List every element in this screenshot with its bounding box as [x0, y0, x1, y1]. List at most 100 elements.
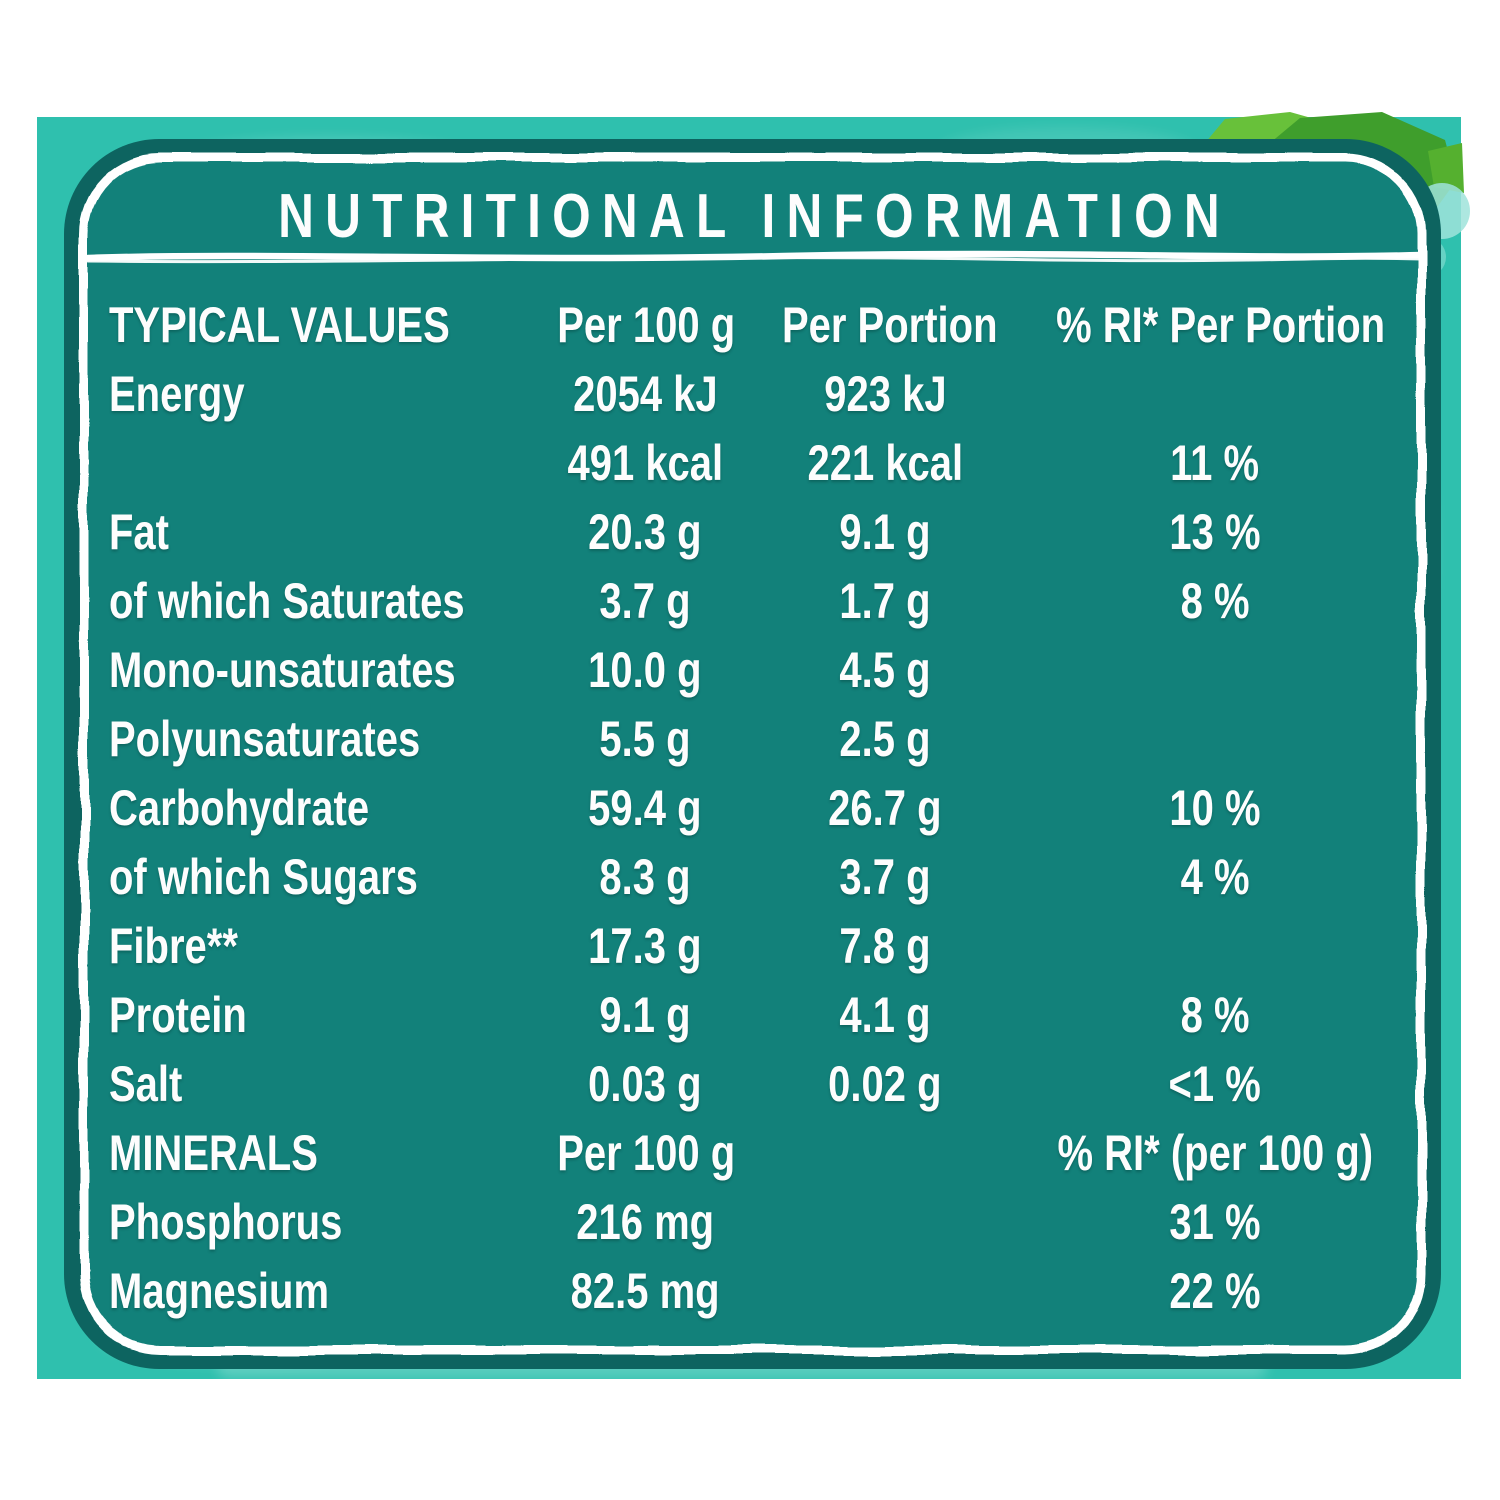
- value-per-100g-text: 2054 kJ: [572, 365, 718, 422]
- value-per-portion: 923 kJ: [755, 365, 1015, 423]
- row-label-text: of which Saturates: [109, 572, 465, 629]
- value-per-100g: 20.3 g: [535, 503, 755, 561]
- value-per-portion-text: 221 kcal: [807, 434, 963, 491]
- value-per-100g: 82.5 mg: [535, 1262, 755, 1320]
- row-label: Polyunsaturates: [95, 710, 535, 768]
- table-row: Phosphorus 216 mg 31 %: [95, 1187, 1415, 1256]
- table-row: Magnesium 82.5 mg 22 %: [95, 1256, 1415, 1325]
- row-label-text: Salt: [109, 1055, 183, 1112]
- value-per-100g-text: Per 100 g: [557, 1124, 736, 1181]
- value-per-100g: Per 100 g: [535, 1124, 755, 1182]
- nutrition-table: TYPICAL VALUES Per 100 g Per Portion % RI* …: [95, 290, 1415, 1325]
- value-per-100g-text: 3.7 g: [599, 572, 691, 629]
- value-ri-per-portion: % RI* (per 100 g): [1015, 1124, 1415, 1182]
- value-ri-per-portion: 22 %: [1015, 1262, 1415, 1320]
- row-label-text: MINERALS: [109, 1124, 318, 1181]
- value-per-portion-text: 9.1 g: [839, 503, 931, 560]
- value-ri-per-portion-text: 10 %: [1169, 779, 1261, 836]
- value-per-portion: 0.02 g: [755, 1055, 1015, 1113]
- value-per-portion-text: 4.5 g: [839, 641, 931, 698]
- row-label: [95, 434, 535, 492]
- value-ri-per-portion: <1 %: [1015, 1055, 1415, 1113]
- value-per-portion-text: 2.5 g: [839, 710, 931, 767]
- value-ri-per-portion-text: 22 %: [1169, 1262, 1261, 1319]
- row-label: Fibre**: [95, 917, 535, 975]
- table-row: Fibre** 17.3 g 7.8 g: [95, 911, 1415, 980]
- row-label-text: Phosphorus: [109, 1193, 343, 1250]
- value-per-100g-text: 59.4 g: [588, 779, 702, 836]
- table-row: of which Sugars 8.3 g 3.7 g 4 %: [95, 842, 1415, 911]
- value-ri-per-portion-text: <1 %: [1168, 1055, 1262, 1112]
- value-per-100g: 59.4 g: [535, 779, 755, 837]
- value-per-100g-text: 82.5 mg: [570, 1262, 720, 1319]
- value-per-100g: 8.3 g: [535, 848, 755, 906]
- value-per-100g: 216 mg: [535, 1193, 755, 1251]
- row-label: Mono-unsaturates: [95, 641, 535, 699]
- table-row: 491 kcal 221 kcal 11 %: [95, 428, 1415, 497]
- value-per-portion: 221 kcal: [755, 434, 1015, 492]
- value-per-portion: 4.1 g: [755, 986, 1015, 1044]
- value-per-100g: Per 100 g: [535, 296, 755, 354]
- value-ri-per-portion-text: 31 %: [1169, 1193, 1261, 1250]
- value-per-100g: 491 kcal: [535, 434, 755, 492]
- row-label-text: Energy: [109, 365, 245, 422]
- value-per-100g-text: 20.3 g: [588, 503, 702, 560]
- row-label-text: Mono-unsaturates: [109, 641, 456, 698]
- value-ri-per-portion: 10 %: [1015, 779, 1415, 837]
- row-label: Protein: [95, 986, 535, 1044]
- value-ri-per-portion: 8 %: [1015, 572, 1415, 630]
- value-per-portion-text: 923 kJ: [823, 365, 947, 422]
- value-per-100g-text: 8.3 g: [599, 848, 691, 905]
- value-per-portion: 9.1 g: [755, 503, 1015, 561]
- value-per-portion: 1.7 g: [755, 572, 1015, 630]
- value-per-portion: 2.5 g: [755, 710, 1015, 768]
- value-per-100g-text: 491 kcal: [567, 434, 723, 491]
- value-ri-per-portion: 11 %: [1015, 434, 1415, 492]
- value-per-portion: [755, 1193, 1015, 1251]
- value-ri-per-portion: 4 %: [1015, 848, 1415, 906]
- value-per-100g: 0.03 g: [535, 1055, 755, 1113]
- value-per-portion-text: 3.7 g: [839, 848, 931, 905]
- value-per-100g: 17.3 g: [535, 917, 755, 975]
- value-per-100g-text: 17.3 g: [588, 917, 702, 974]
- panel-content: NUTRITIONAL INFORMATION TYPICAL VALUES Pe…: [84, 165, 1426, 1345]
- value-per-100g-text: 9.1 g: [599, 986, 691, 1043]
- value-per-100g: 9.1 g: [535, 986, 755, 1044]
- value-ri-per-portion-text: 11 %: [1170, 434, 1260, 491]
- row-label: of which Sugars: [95, 848, 535, 906]
- divider-stroke: [84, 250, 1426, 262]
- table-row: Polyunsaturates 5.5 g 2.5 g: [95, 704, 1415, 773]
- row-label: Energy: [95, 365, 535, 423]
- row-label: Magnesium: [95, 1262, 535, 1320]
- value-per-portion-text: 26.7 g: [828, 779, 942, 836]
- table-row: Carbohydrate 59.4 g 26.7 g 10 %: [95, 773, 1415, 842]
- title-divider: [84, 250, 1426, 264]
- panel-title: NUTRITIONAL INFORMATION: [95, 181, 1415, 252]
- divider-stroke: [86, 256, 1424, 264]
- value-ri-per-portion: [1015, 710, 1415, 768]
- row-label-text: Fibre**: [109, 917, 238, 974]
- value-ri-per-portion: 13 %: [1015, 503, 1415, 561]
- table-row: Protein 9.1 g 4.1 g 8 %: [95, 980, 1415, 1049]
- table-row: of which Saturates 3.7 g 1.7 g 8 %: [95, 566, 1415, 635]
- panel-title-text: NUTRITIONAL INFORMATION: [278, 182, 1232, 251]
- value-ri-per-portion-text: % RI* (per 100 g): [1057, 1124, 1373, 1181]
- row-label-text: of which Sugars: [109, 848, 418, 905]
- value-per-portion: [755, 1124, 1015, 1182]
- table-row: Fat 20.3 g 9.1 g 13 %: [95, 497, 1415, 566]
- value-per-portion: [755, 1262, 1015, 1320]
- value-ri-per-portion-text: 8 %: [1180, 986, 1250, 1043]
- value-per-portion-text: 1.7 g: [839, 572, 931, 629]
- value-per-portion: 4.5 g: [755, 641, 1015, 699]
- row-label-text: TYPICAL VALUES: [109, 296, 450, 353]
- table-row: Mono-unsaturates 10.0 g 4.5 g: [95, 635, 1415, 704]
- value-ri-per-portion-text: % RI* Per Portion: [1056, 296, 1386, 353]
- row-label-text: Polyunsaturates: [109, 710, 421, 767]
- value-ri-per-portion: [1015, 365, 1415, 423]
- value-per-100g: 10.0 g: [535, 641, 755, 699]
- value-per-portion-text: 4.1 g: [839, 986, 931, 1043]
- row-label: of which Saturates: [95, 572, 535, 630]
- table-row: Salt 0.03 g 0.02 g <1 %: [95, 1049, 1415, 1118]
- row-label-text: Magnesium: [109, 1262, 330, 1319]
